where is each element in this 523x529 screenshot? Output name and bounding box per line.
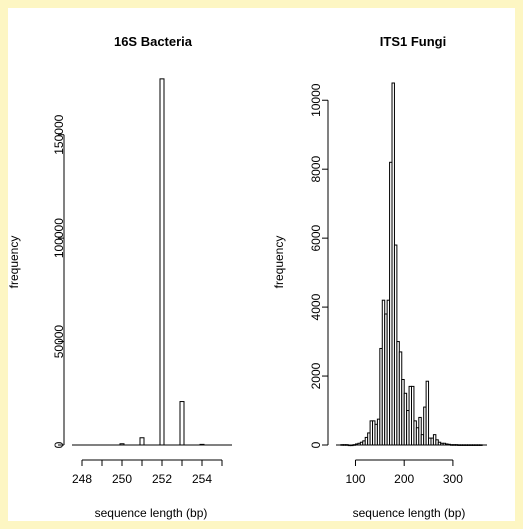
y-tick-label: 6000 — [309, 224, 323, 251]
x-tick-label: 254 — [192, 472, 212, 486]
y-tick-label: 0 — [52, 441, 66, 448]
y-tick-label: 2000 — [309, 362, 323, 389]
x-tick-label: 300 — [443, 472, 463, 486]
y-tick-label: 8000 — [309, 156, 323, 183]
y-tick-label: 50000 — [52, 325, 66, 359]
histogram-bar — [425, 380, 430, 446]
x-tick-label: 100 — [345, 472, 365, 486]
chart-title: 16S Bacteria — [114, 34, 193, 49]
y-tick-label: 10000 — [309, 83, 323, 117]
y-tick-label: 0 — [309, 441, 323, 448]
y-tick-label: 100000 — [52, 218, 66, 258]
histogram-panel-1: 0 50000 100000 150000 248 250 252 254 — [52, 78, 232, 486]
chart-title: ITS1 Fungi — [380, 34, 446, 49]
y-tick-label: 150000 — [52, 114, 66, 154]
histogram-bar — [139, 437, 145, 446]
histogram-bar — [159, 78, 165, 446]
plot-panel — [8, 8, 515, 521]
y-axis-label: frequency — [272, 236, 286, 289]
histogram-panel-2: 0 2000 4000 6000 8000 10000 100 200 300 — [309, 82, 487, 486]
x-tick-label: 250 — [112, 472, 132, 486]
y-axis-label: frequency — [7, 236, 21, 289]
x-tick-label: 200 — [394, 472, 414, 486]
histogram-bar — [179, 401, 185, 446]
x-axis-label: sequence length (bp) — [353, 506, 466, 520]
x-axis-label: sequence length (bp) — [95, 506, 208, 520]
y-tick-label: 4000 — [309, 293, 323, 320]
x-tick-label: 252 — [152, 472, 172, 486]
x-tick-label: 248 — [72, 472, 92, 486]
